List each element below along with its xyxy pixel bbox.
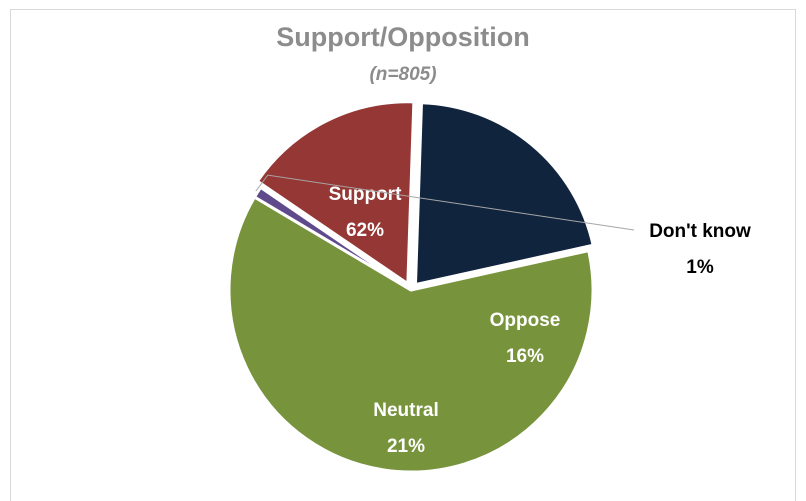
- leader-line-don-t-know: [255, 174, 635, 231]
- slice-category-don-t-know: Don't know: [649, 221, 751, 242]
- pie-slice-oppose: [255, 100, 416, 286]
- chart-title: Support/Opposition: [276, 22, 530, 52]
- pie-slice-don-t-know: [253, 185, 413, 292]
- slice-value-neutral: 21%: [387, 436, 425, 457]
- pie-slice-support: [227, 195, 595, 474]
- slice-value-don-t-know: 1%: [686, 257, 714, 278]
- slice-label-don-t-know: Don't know 1%: [649, 221, 751, 278]
- slice-category-neutral: Neutral: [373, 400, 438, 421]
- chart-subtitle: (n=805): [369, 64, 437, 85]
- slice-label-oppose: Oppose 16%: [490, 310, 561, 367]
- slice-label-neutral: Neutral 21%: [373, 400, 438, 457]
- slice-value-oppose: 16%: [506, 346, 544, 367]
- pie-slice-neutral: [413, 101, 595, 287]
- slice-category-oppose: Oppose: [490, 310, 561, 331]
- slice-label-support: Support 62%: [329, 184, 402, 241]
- slice-value-support: 62%: [346, 220, 384, 241]
- slice-category-support: Support: [329, 184, 402, 205]
